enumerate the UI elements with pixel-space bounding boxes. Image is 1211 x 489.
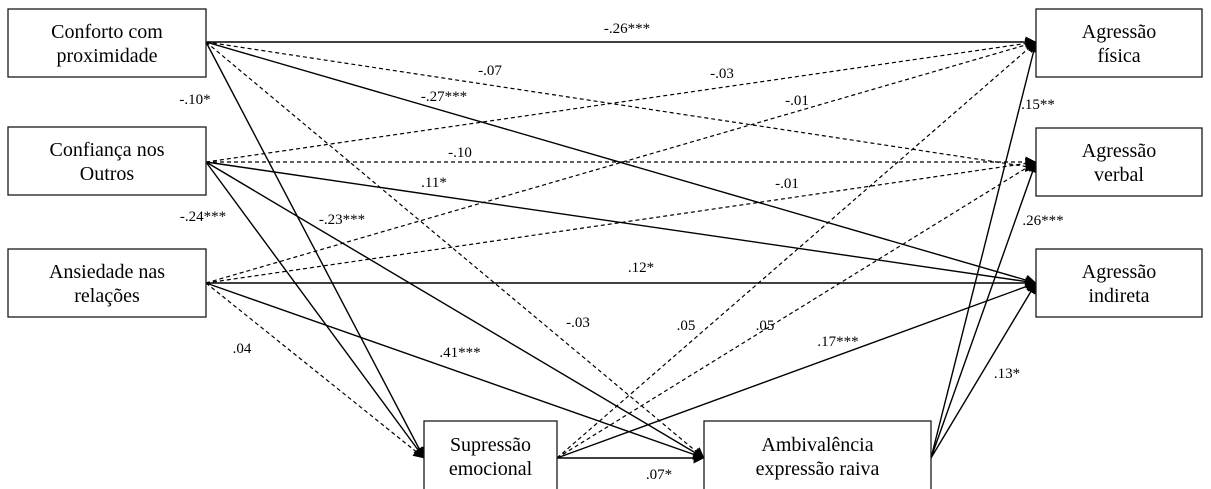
node-label-ansiedade-line-1: Ansiedade nas [49,261,165,283]
node-box-verbal [1035,127,1203,197]
coefficient-ansiedade-to-supressao: .04 [233,341,252,357]
node-label-ambivalencia-line-1: Ambivalência [761,434,873,456]
node-box-fisica [1035,8,1203,78]
node-label-fisica-line-1: Agressão [1082,21,1156,43]
path-conforto-to-ambivalencia [205,41,705,459]
coefficient-conforto-to-supressao: -.10* [179,92,210,108]
path-ansiedade-to-supressao [205,282,425,459]
coefficient-supressao-to-fisica: .05 [677,318,696,334]
path-confianca-to-indireta [205,161,1037,287]
coefficient-ansiedade-to-indireta: .12* [628,260,654,276]
node-box-supressao [423,420,558,489]
path-confianca-to-supressao [205,161,425,459]
path-conforto-to-supressao [205,41,425,459]
node-label-conforto-line-2: proximidade [56,45,157,67]
node-label-verbal-line-1: Agressão [1082,140,1156,162]
coefficient-confianca-to-supressao: -.24*** [180,209,226,225]
edges-layer [205,36,1039,464]
path-ambivalencia-to-fisica [930,41,1039,459]
path-ambivalencia-to-verbal [930,161,1038,459]
path-supressao-to-verbal [556,161,1037,459]
path-ansiedade-to-ambivalencia [205,282,705,460]
coefficient-conforto-to-indireta: -.27*** [421,89,467,105]
coefficient-conforto-to-verbal: -.07 [478,63,502,79]
coefficient-conforto-to-fisica: -.26*** [604,21,650,37]
node-label-ambivalencia-line-2: expressão raiva [756,458,880,480]
node-label-supressao-line-2: emocional [449,458,533,480]
path-ambivalencia-to-indireta [930,282,1037,459]
coefficient-confianca-to-verbal: -.10 [448,145,472,161]
coefficient-ambivalencia-to-fisica: .15** [1021,97,1055,113]
path-confianca-to-fisica [205,38,1037,163]
node-box-conforto [7,8,207,78]
node-label-indireta-line-2: indireta [1088,285,1149,307]
coefficient-ambivalencia-to-verbal: .26*** [1022,213,1063,229]
node-label-fisica-line-2: física [1097,45,1140,67]
coefficient-conforto-to-ambivalencia: -.03 [566,315,590,331]
coefficient-confianca-to-indireta: .11* [421,175,447,191]
coefficient-confianca-to-ambivalencia: -.23*** [319,212,365,228]
coefficient-confianca-to-fisica: -.03 [710,66,734,82]
node-label-conforto-line-1: Conforto com [51,21,163,43]
path-supressao-to-indireta [556,281,1037,459]
coefficient-labels: -.26*** -.07 -.27*** -.10* -.03 -.03 -.10.11* -… [179,21,1063,483]
coefficient-supressao-to-indireta: .17*** [817,334,858,350]
path-supressao-to-fisica [556,41,1037,459]
node-label-verbal-line-2: verbal [1094,164,1144,186]
node-label-indireta-line-1: Agressão [1082,261,1156,283]
node-label-confianca-line-2: Outros [80,163,135,185]
node-box-ansiedade [7,248,207,318]
coefficient-ansiedade-to-fisica: -.01 [785,93,809,109]
coefficient-supressao-to-verbal: .05 [756,318,775,334]
node-box-indireta [1035,248,1203,318]
node-label-confianca-line-1: Confiança nos [50,139,165,161]
coefficient-ansiedade-to-ambivalencia: .41*** [439,345,480,361]
path-conforto-to-verbal [205,41,1037,172]
coefficient-ansiedade-to-verbal: -.01 [775,176,799,192]
node-label-supressao-line-1: Supressão [450,434,531,456]
path-confianca-to-ambivalencia [205,161,705,459]
node-box-confianca [7,126,207,196]
coefficient-supressao-to-ambivalencia: .07* [646,467,672,483]
node-box-ambivalencia [703,420,932,489]
node-label-ansiedade-line-2: relações [74,285,140,307]
coefficient-ambivalencia-to-indireta: .13* [994,366,1020,382]
